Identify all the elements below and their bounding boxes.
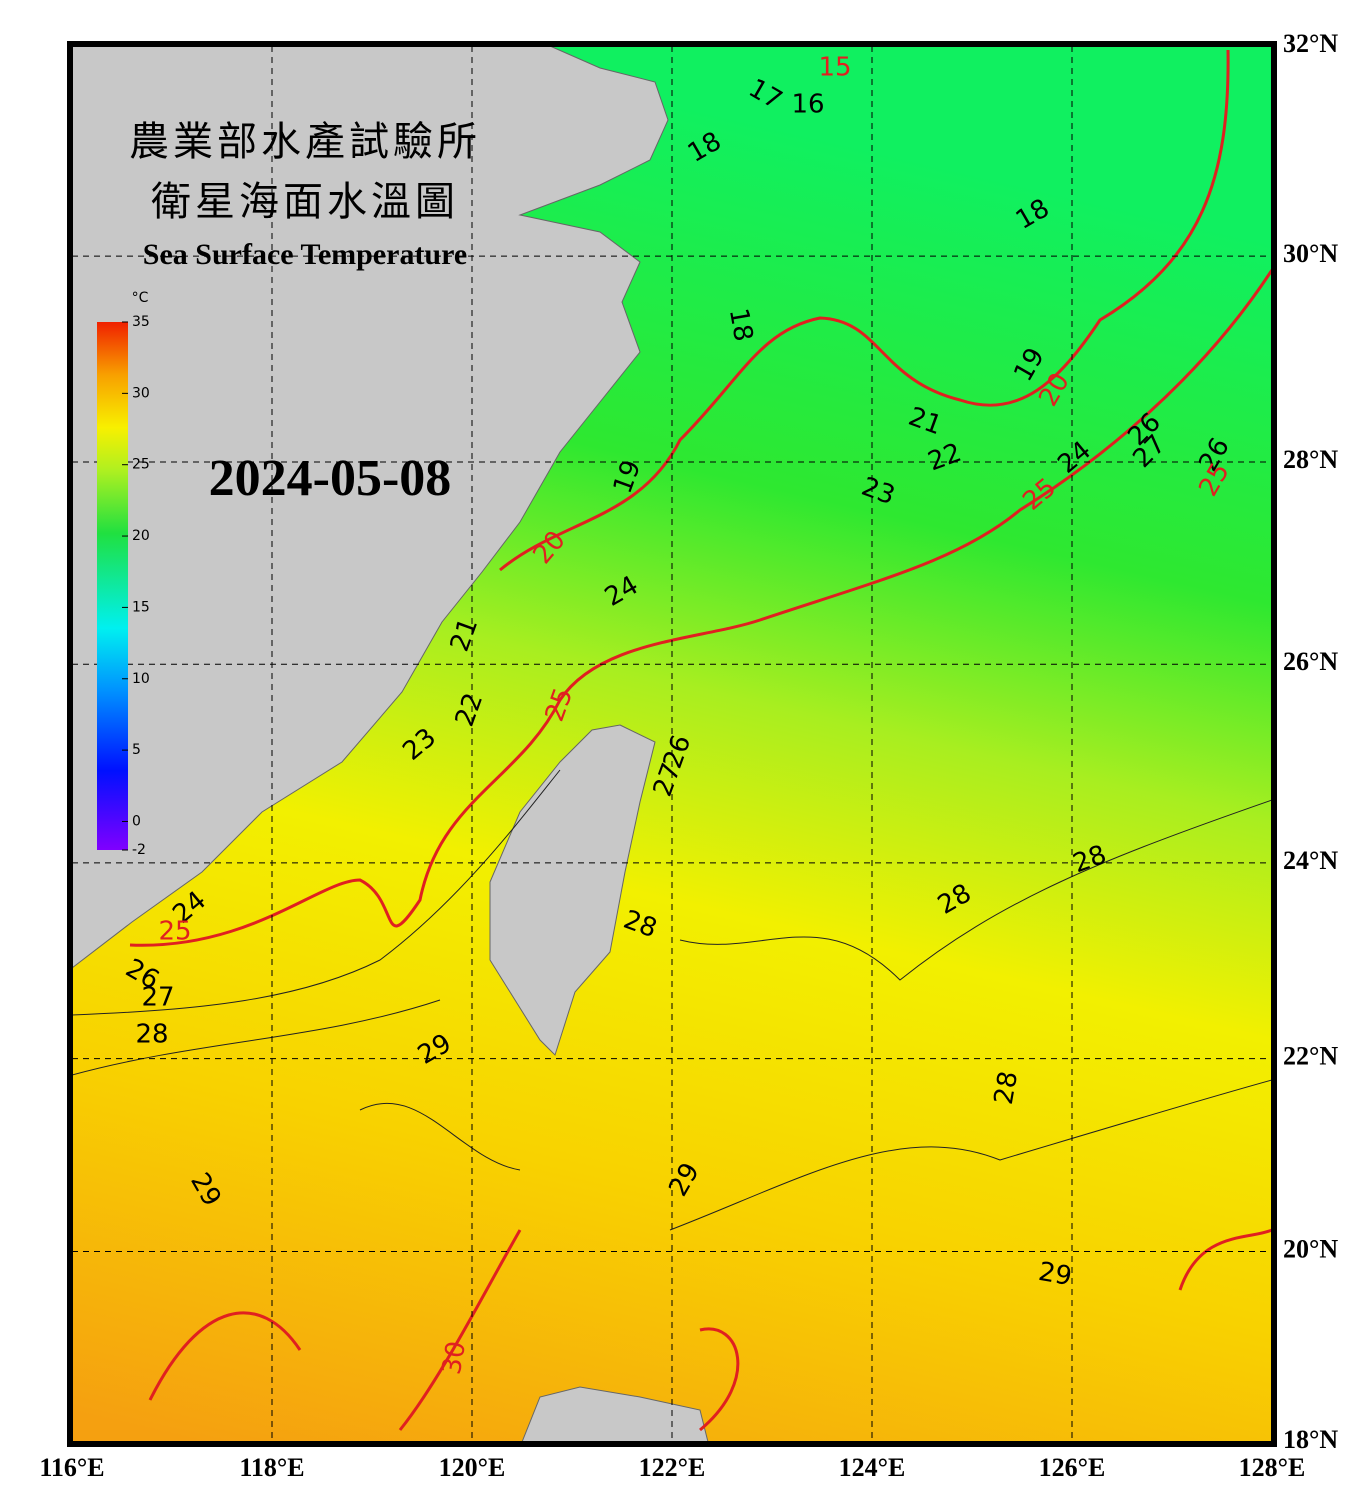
y-tick-label: 24°N (1283, 846, 1338, 875)
y-tick-label: 30°N (1283, 239, 1338, 268)
colorbar-tick-label: 35 (132, 314, 150, 330)
y-tick-label: 26°N (1283, 647, 1338, 676)
colorbar-unit: °C (132, 290, 149, 306)
mainland (72, 46, 669, 969)
isotherm-label: 29 (1036, 1257, 1074, 1292)
colorbar-tick-label: -2 (132, 842, 146, 858)
luzon (521, 1386, 709, 1442)
isotherm-label: 28 (989, 1069, 1024, 1107)
x-tick-label: 122°E (639, 1453, 706, 1482)
x-tick-label: 118°E (239, 1453, 304, 1482)
isotherm-label: 16 (791, 90, 824, 120)
isotherm-label: 30 (437, 1339, 472, 1377)
x-tick-label: 120°E (439, 1453, 506, 1482)
x-tick-label: 128°E (1239, 1453, 1306, 1482)
title-en: Sea Surface Temperature (143, 238, 467, 271)
colorbar-tick-label: 20 (132, 528, 150, 544)
colorbar-tick-label: 5 (132, 742, 141, 758)
x-tick-label: 124°E (839, 1453, 906, 1482)
title-zh: 衛星海面水溫圖 (151, 179, 459, 225)
colorbar-tick-label: 30 (132, 385, 150, 401)
x-tick-label: 126°E (1039, 1453, 1106, 1482)
isotherm-label: 15 (818, 53, 851, 83)
isotherm-label: 28 (135, 1020, 168, 1050)
colorbar-tick-label: 0 (132, 813, 141, 829)
isotherm-line (499, 49, 1230, 572)
isotherm-line (72, 769, 1272, 1231)
colorbar-ticks: -2 0 5 10 15 20 25 30 35 (122, 314, 150, 858)
y-tick-label: 22°N (1283, 1042, 1338, 1071)
isotherm-label: 27 (141, 983, 174, 1013)
title-zh: 農業部水產試驗所 (129, 119, 481, 165)
y-tick-label: 20°N (1283, 1234, 1338, 1263)
colorbar-tick-label: 25 (132, 457, 150, 473)
isotherm-label: 18 (723, 306, 758, 344)
isotherm-label: 25 (158, 917, 191, 947)
isotherm-line (129, 269, 1272, 947)
y-tick-label: 28°N (1283, 445, 1338, 474)
y-tick-label: 18°N (1283, 1425, 1338, 1454)
x-tick-label: 116°E (39, 1453, 104, 1482)
colorbar-tick-label: 15 (132, 599, 150, 615)
isotherm-line (148, 1228, 1272, 1432)
y-tick-label: 32°N (1283, 29, 1338, 58)
taiwan (489, 724, 656, 1056)
colorbar (97, 322, 128, 850)
map-frame (67, 41, 1277, 1447)
date: 2024-05-08 (209, 450, 452, 507)
colorbar-tick-label: 10 (132, 671, 150, 687)
